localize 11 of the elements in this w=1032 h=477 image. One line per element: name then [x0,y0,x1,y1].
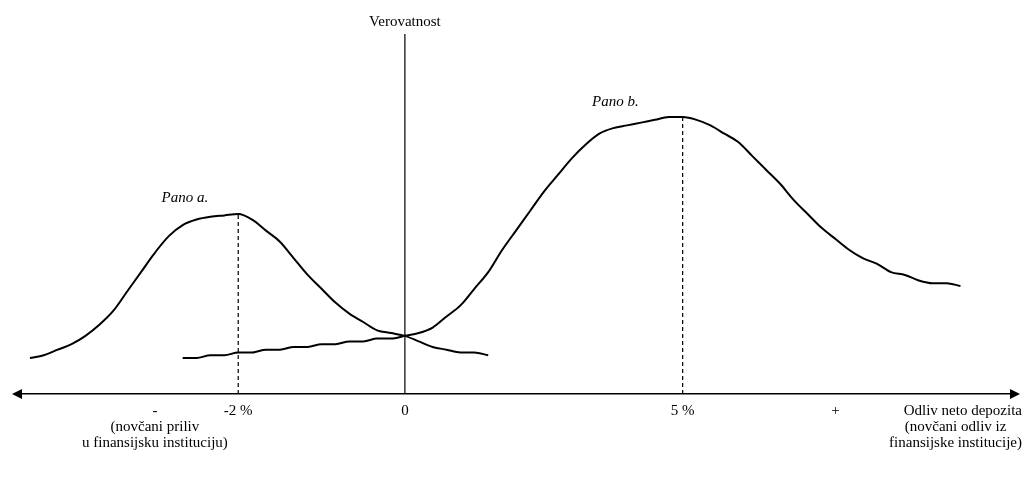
x-tick-label: -2 % [223,401,253,418]
text: Verovatnost [369,13,442,30]
x-tick-label: - [152,401,158,418]
text: (novčani priliv u finansijsku instituciju) [81,418,228,452]
x-tick-label: 5 % [670,401,695,418]
x-tick-label: 0 [401,401,409,418]
series-label: Pano b. [591,92,639,109]
x-tick-label: + [831,401,840,418]
series-label: Pano a. [160,189,209,206]
text: (novčani odliv iz finansijske institucije) [889,418,1022,452]
x-axis-title: Odliv neto depozita [903,402,1023,419]
